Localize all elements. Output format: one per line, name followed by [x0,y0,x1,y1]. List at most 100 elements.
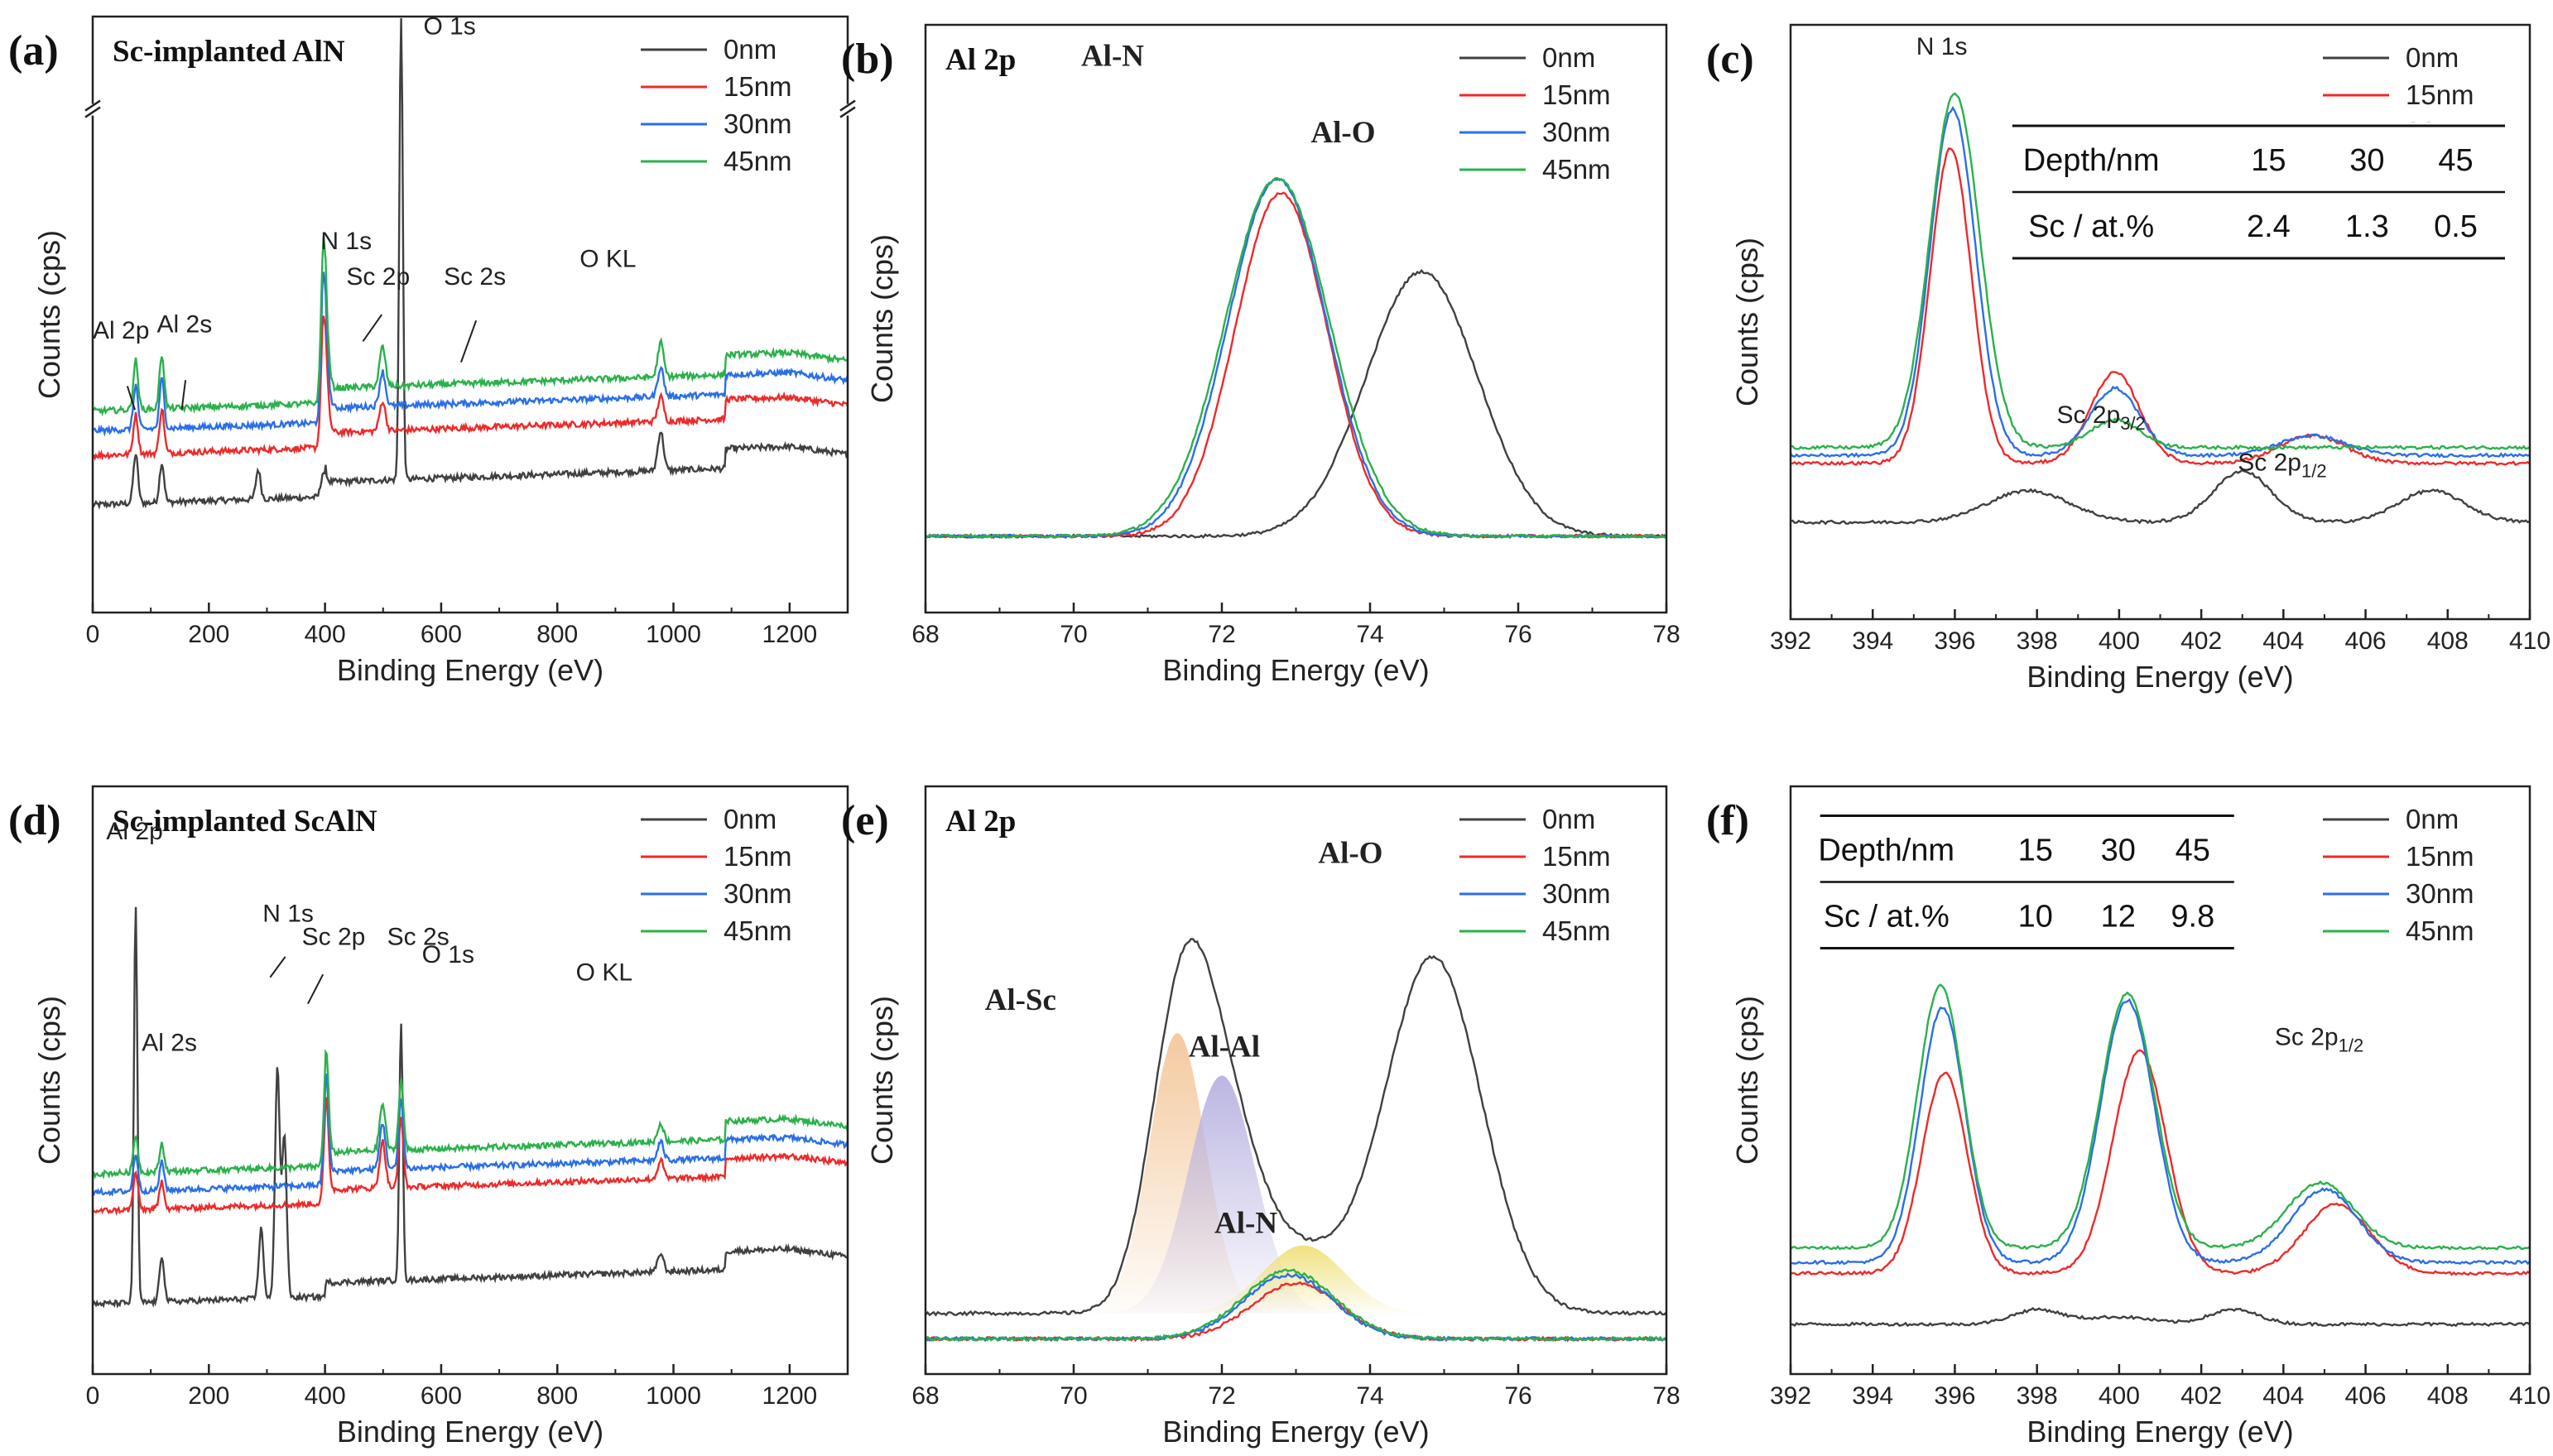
y-axis-title: Counts (cps) [865,234,899,403]
sc-content-table: Depth/nm 15 30 45 Sc / at.% 10 12 9.8 [1818,812,2234,952]
series-15nm [1790,1049,2531,1276]
series-30nm [925,178,1667,540]
axis-break-mark [839,99,856,112]
x-axis-title: Binding Energy (eV) [2027,660,2293,694]
series-0nm [91,906,849,1309]
y-axis-title: Counts (cps) [865,996,899,1165]
x-tick-label: 394 [1852,1382,1893,1410]
x-tick-label: 398 [2017,1382,2058,1410]
legend-label-0nm: 0nm [2406,42,2459,73]
series-30nm [92,271,849,437]
x-tick-label: 76 [1504,1382,1531,1410]
table-header-cell: 15 [2251,143,2286,178]
table-cell: 0.5 [2434,209,2478,244]
y-axis-title: Counts (cps) [32,996,66,1165]
x-tick-label: 70 [1060,621,1087,648]
annotation-n-1s: N 1s [320,228,372,255]
x-axis-title: Binding Energy (eV) [337,1415,603,1449]
table-cell: 10 [2018,900,2053,935]
series-30nm [1790,105,2531,459]
table-cell: Sc / at.% [2028,209,2154,244]
x-tick-label: 72 [1208,1382,1235,1410]
annotation-al-2s: Al 2s [142,1030,197,1057]
x-tick-label: 400 [2099,627,2140,655]
plot-frame [91,15,849,614]
annotation-o-kl: O KL [579,245,636,272]
annotation-sc-2p: Sc 2p1/2 [2275,1023,2363,1055]
x-axis-title: Binding Energy (eV) [2027,1415,2293,1449]
legend-label-15nm: 15nm [2406,841,2474,872]
series-0nm [1790,1306,2531,1328]
panel-label: (b) [841,36,894,83]
x-tick-label: 1000 [646,621,701,648]
x-tick-label: 406 [2345,627,2387,655]
sc-content-table: Depth/nm 15 30 45 Sc / at.% 2.4 1.3 0.5 [2012,123,2505,262]
x-tick-label: 400 [2099,1382,2140,1410]
axis-break-mark [84,106,101,118]
x-tick-label: 1200 [762,1382,817,1410]
series-15nm [92,315,849,461]
x-axis-title: Binding Energy (eV) [337,653,603,687]
annotation-al-2s: Al 2s [157,311,213,339]
x-tick-label: 78 [1652,621,1680,648]
annotation-pointer [362,314,383,342]
x-tick-label: 404 [2262,627,2304,655]
panel-f: 392 394 396 398 400 402 404 406 408 410 Binding En… [1706,785,2551,1449]
x-tick-label: 400 [305,621,346,648]
legend-label-30nm: 30nm [724,878,792,909]
x-tick-label: 410 [2509,627,2551,655]
series-0nm [1790,469,2531,526]
x-tick-label: 398 [2017,627,2058,655]
x-tick-label: 68 [911,621,939,648]
x-tick-label: 392 [1770,627,1811,655]
legend-label-45nm: 45nm [1542,915,1611,946]
table-header-cell: Depth/nm [2023,143,2160,178]
annotation-sc-2p: Sc 2p3/2 [2056,401,2145,434]
panel-b: 68 70 72 74 76 78 Binding Energy (eV) Counts (c… [841,23,1680,687]
series-0nm [925,938,1667,1317]
annotation-al-al: Al-Al [1189,1031,1260,1064]
annotation-pointer [460,320,478,363]
x-tick-label: 70 [1060,1382,1087,1410]
annotation-o-kl: O KL [576,959,632,986]
annotation-o-1s: O 1s [423,13,475,41]
x-tick-label: 404 [2262,1382,2304,1410]
table-cell: 1.3 [2345,209,2389,244]
table-cell: 12 [2101,900,2136,935]
legend-label-30nm: 30nm [2406,878,2474,909]
y-axis-title: Counts (cps) [1730,996,1764,1165]
legend-label-15nm: 15nm [1542,841,1611,872]
panel-title: Sc-implanted ScAlN [113,805,377,839]
x-tick-label: 408 [2427,1382,2469,1410]
table-header-cell: 45 [2176,834,2210,868]
legend-label-45nm: 45nm [724,915,792,946]
x-tick-label: 402 [2180,1382,2222,1410]
table-cell: Sc / at.% [1824,900,1950,935]
annotation-al-sc: Al-Sc [985,983,1056,1017]
legend-label-15nm: 15nm [2406,79,2474,110]
legend-label-0nm: 0nm [2406,804,2459,834]
panel-label: (f) [1706,797,1749,844]
series-30nm [92,1072,849,1197]
plot-frame [91,785,849,1376]
legend-label-45nm: 45nm [2406,915,2474,946]
annotation-pointer [307,973,325,1005]
series-0nm [925,268,1667,540]
x-tick-label: 410 [2509,1382,2551,1410]
legend-label-30nm: 30nm [1542,878,1611,909]
x-tick-label: 200 [188,1382,229,1410]
annotation-n-1s: N 1s [262,900,314,927]
x-tick-label: 76 [1504,621,1531,648]
x-axis-title: Binding Energy (eV) [1162,653,1429,687]
x-tick-label: 1000 [646,1382,701,1410]
series-15nm [1790,147,2531,466]
series-45nm [1790,92,2531,451]
annotation-al-n: Al-N [1081,40,1144,74]
series-45nm [1790,983,2531,1251]
panel-a: 0 200 400 600 800 1000 1200 Binding Energy (eV)… [8,13,856,687]
x-tick-label: 800 [536,1382,578,1410]
x-tick-label: 600 [421,621,462,648]
y-axis-title: Counts (cps) [1730,238,1764,406]
x-tick-label: 800 [536,621,578,648]
